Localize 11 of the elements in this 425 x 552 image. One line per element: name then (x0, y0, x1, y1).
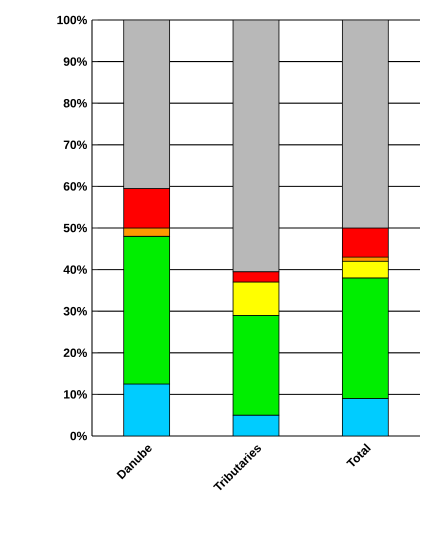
y-tick-label: 60% (64, 182, 87, 191)
y-tick-label: 80% (64, 98, 87, 108)
y-tick-label: 10% (64, 390, 87, 399)
y-tick-label: 0% (70, 432, 87, 440)
y-tick-label: 30% (64, 306, 87, 316)
y-tick-label: 100% (57, 16, 87, 24)
y-tick-label: 50% (64, 224, 87, 232)
y-tick-label: 40% (63, 265, 87, 274)
y-tick-label: 90% (64, 57, 87, 66)
y-tick-label: 20% (64, 348, 87, 358)
y-tick-label: 70% (64, 140, 87, 150)
